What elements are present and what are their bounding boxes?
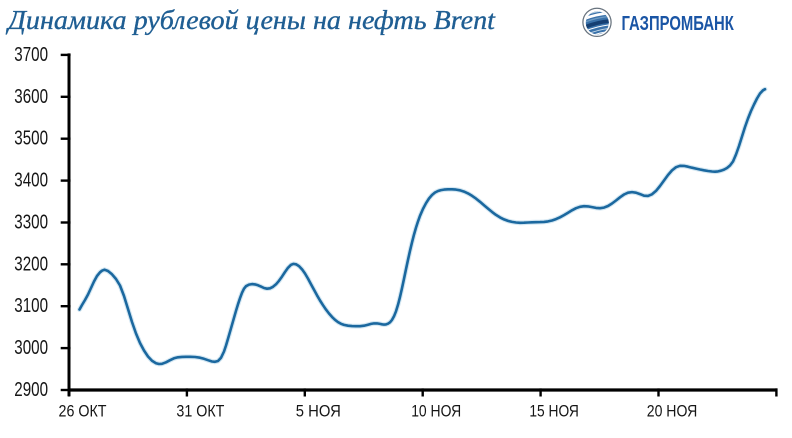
svg-text:3000: 3000	[14, 337, 48, 359]
svg-text:3700: 3700	[14, 44, 48, 66]
svg-text:15 НОЯ: 15 НОЯ	[529, 402, 579, 421]
svg-text:3100: 3100	[14, 295, 48, 317]
svg-text:Динамика рублевой цены на нефт: Динамика рублевой цены на нефть Brent	[5, 5, 497, 35]
svg-text:26 ОКТ: 26 ОКТ	[59, 402, 107, 421]
svg-text:31 ОКТ: 31 ОКТ	[176, 402, 224, 421]
svg-text:ГАЗПРОМБАНК: ГАЗПРОМБАНК	[622, 12, 735, 35]
svg-text:5 НОЯ: 5 НОЯ	[296, 402, 341, 421]
svg-text:3300: 3300	[14, 212, 48, 234]
svg-text:3500: 3500	[14, 128, 48, 150]
svg-text:3200: 3200	[14, 253, 48, 275]
svg-text:3400: 3400	[14, 170, 48, 192]
svg-text:2900: 2900	[14, 379, 48, 401]
svg-text:20 НОЯ: 20 НОЯ	[647, 402, 698, 421]
svg-text:3600: 3600	[14, 86, 48, 108]
svg-text:10 НОЯ: 10 НОЯ	[411, 402, 461, 421]
